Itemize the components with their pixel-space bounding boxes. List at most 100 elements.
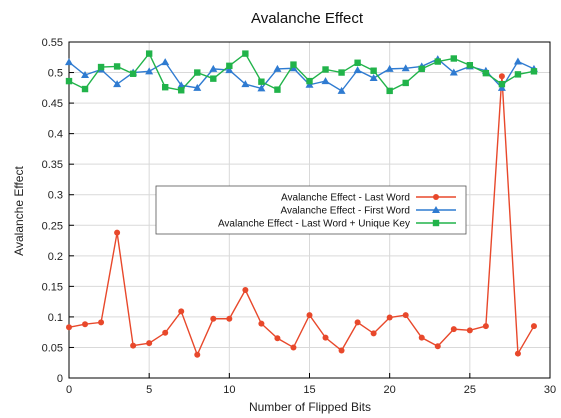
y-tick-label: 0.55	[42, 37, 63, 49]
data-point	[402, 79, 409, 87]
data-point	[145, 67, 154, 75]
data-point	[209, 64, 218, 72]
data-point	[273, 64, 282, 72]
legend-swatch-marker	[433, 194, 439, 200]
x-tick-label: 25	[464, 384, 476, 396]
y-tick-label: 0.5	[48, 68, 63, 80]
data-point	[418, 334, 425, 341]
data-point	[129, 70, 137, 77]
data-point	[258, 320, 265, 327]
data-point	[193, 83, 202, 91]
data-point	[257, 84, 266, 92]
data-point	[242, 287, 249, 294]
data-point	[370, 67, 377, 74]
y-tick-label: 0.1	[48, 312, 63, 324]
data-point	[530, 68, 538, 75]
series-layer	[65, 50, 538, 358]
data-point	[81, 70, 90, 78]
data-point	[98, 319, 105, 326]
x-tick-label: 0	[66, 384, 72, 396]
y-tick-label: 0.25	[42, 220, 63, 232]
data-point	[450, 326, 457, 333]
legend-box	[155, 185, 467, 235]
x-tick-label: 10	[223, 384, 235, 396]
data-point	[513, 57, 522, 65]
plot-frame	[68, 41, 551, 379]
y-axis-title: Avalanche Effect	[12, 166, 26, 256]
data-point	[466, 327, 473, 334]
data-point	[161, 58, 170, 66]
data-point	[65, 58, 73, 66]
data-point	[385, 64, 394, 72]
data-point	[530, 323, 537, 330]
data-point	[274, 335, 281, 342]
data-point	[338, 69, 345, 76]
x-tick-label: 15	[303, 384, 315, 396]
series-0	[66, 73, 537, 358]
data-point	[82, 321, 89, 328]
y-tick-label: 0.4	[48, 129, 63, 141]
y-tick-label: 0	[57, 373, 63, 385]
data-point	[369, 74, 378, 82]
x-axis-title: Number of Flipped Bits	[249, 400, 371, 414]
data-point	[386, 87, 393, 95]
data-point	[194, 69, 201, 76]
data-point	[386, 314, 393, 321]
data-point	[146, 340, 153, 347]
data-point	[434, 343, 441, 350]
y-tick-label: 0.05	[42, 342, 63, 354]
axis-ticks: 0 0.05 0.1 0.15 0.2 0.25 0.3 0.35 0.4 0.45 0.5 0.55…	[42, 37, 557, 396]
data-point	[177, 81, 186, 89]
data-point	[290, 344, 297, 351]
data-point	[113, 63, 121, 70]
data-point	[402, 312, 409, 319]
data-point	[258, 78, 265, 85]
data-point	[210, 315, 217, 322]
data-point	[353, 66, 362, 74]
data-point	[81, 85, 89, 93]
data-point	[306, 77, 313, 85]
data-point	[274, 86, 281, 93]
data-point	[418, 65, 425, 73]
data-point	[114, 229, 121, 236]
data-point	[482, 69, 490, 77]
data-point	[178, 308, 185, 315]
data-point	[338, 347, 345, 354]
data-point	[97, 63, 105, 71]
legend-swatch-marker	[432, 206, 440, 213]
data-point	[65, 77, 73, 85]
legend-label: Avalanche Effect - First Word	[281, 206, 411, 217]
legend-swatch-marker	[432, 219, 440, 227]
data-point	[498, 73, 505, 80]
data-point	[225, 66, 234, 74]
data-point	[449, 68, 458, 76]
data-point	[466, 62, 474, 69]
data-point	[450, 55, 457, 62]
y-tick-label: 0.15	[42, 281, 63, 293]
data-point	[66, 324, 72, 331]
legend: Avalanche Effect - Last Word Avalanche Ef…	[155, 185, 467, 235]
data-point	[242, 50, 249, 57]
y-tick-label: 0.2	[48, 251, 63, 263]
data-point	[321, 77, 330, 85]
data-point	[354, 319, 361, 326]
y-tick-label: 0.35	[42, 159, 63, 171]
legend-label: Avalanche Effect - Last Word + Unique Ke…	[218, 219, 410, 230]
chart-title: Avalanche Effect	[251, 10, 364, 27]
data-point	[113, 80, 122, 88]
series-2	[65, 50, 538, 95]
data-point	[514, 71, 522, 78]
data-point	[290, 61, 297, 68]
data-point	[322, 66, 329, 73]
legend-label: Avalanche Effect - Last Word	[281, 193, 410, 204]
data-point	[178, 87, 185, 94]
x-tick-label: 20	[384, 384, 396, 396]
data-point	[226, 315, 233, 322]
data-point	[162, 329, 169, 336]
data-point	[514, 350, 521, 357]
data-point	[498, 80, 506, 88]
data-point	[306, 312, 313, 319]
data-point	[354, 59, 361, 66]
data-point	[145, 50, 153, 57]
